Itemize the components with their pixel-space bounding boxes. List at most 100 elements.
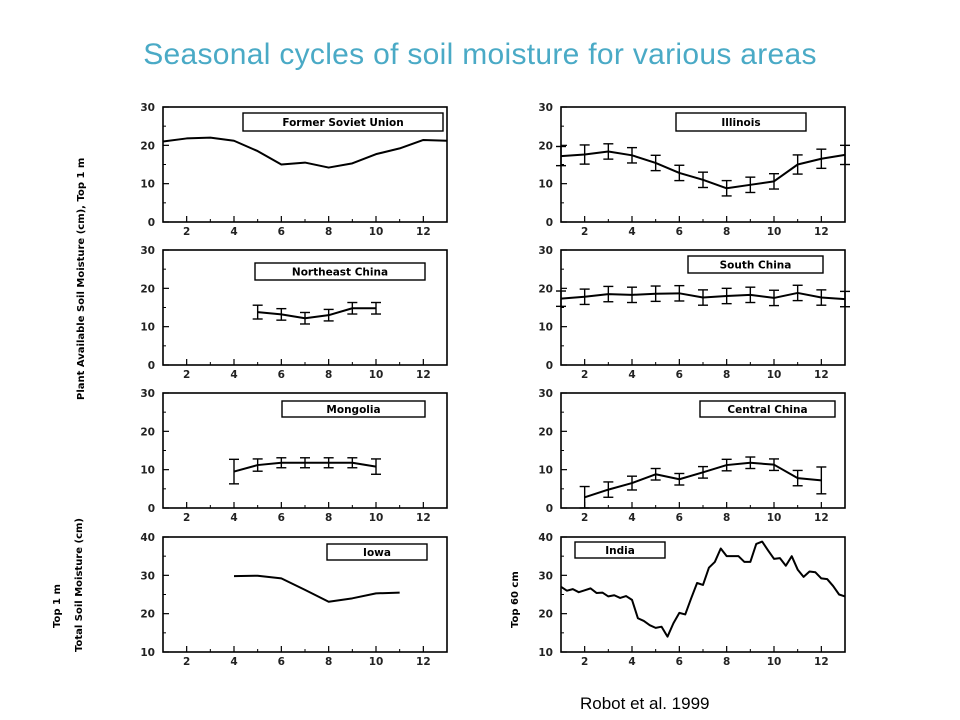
error-bar [745,176,756,194]
error-bar [579,288,590,306]
x-tick-label: 8 [325,656,332,668]
y-tick-label: 20 [538,140,553,152]
x-tick-label: 2 [581,369,588,381]
x-tick-label: 4 [230,369,237,381]
panel-northeast-china: 2 4 6 8 10 12 0 10 20 30 Northeast China [140,245,448,381]
x-tick-label: 8 [325,512,332,524]
error-bar [371,301,381,315]
error-bar [698,171,708,189]
error-bar [579,485,590,509]
series-line [162,136,448,169]
y-tick-label: 20 [140,426,155,438]
panel-title-box [326,543,428,561]
panel-title-box [699,400,836,418]
error-bar [556,290,566,308]
error-bar [627,146,637,164]
error-bar [698,465,708,479]
x-tick-label: 4 [230,226,237,238]
x-tick-label: 6 [278,369,285,381]
error-bar [323,457,334,469]
error-bar [769,289,779,307]
x-tick-label: 10 [369,369,384,381]
panel-title-box [574,541,666,559]
series-line [257,307,376,320]
x-tick-label: 10 [369,512,384,524]
x-tick-label: 4 [230,656,237,668]
error-bar [721,179,732,197]
error-bar [347,457,358,469]
x-tick-label: 8 [325,369,332,381]
x-tick-label: 8 [723,369,730,381]
panel-title: South China [720,260,792,272]
series-line [233,574,400,603]
y-tick-label: 30 [140,102,155,114]
slide-title: Seasonal cycles of soil moisture for var… [143,38,817,71]
error-bar [792,469,803,487]
error-bar [840,290,850,308]
x-tick-label: 8 [723,656,730,668]
error-bar [229,458,239,485]
panel-former-soviet-union: 2 4 6 8 10 12 0 10 20 30 Former Soviet Union [140,102,448,238]
error-bar [627,286,637,304]
x-tick-label: 4 [230,512,237,524]
error-bar [721,458,732,472]
y-tick-label: 0 [546,360,553,372]
error-bar [816,466,827,495]
y-tick-label: 0 [148,503,155,515]
x-tick-label: 6 [278,226,285,238]
panel-title: Iowa [363,547,391,559]
error-bar [371,458,381,475]
x-tick-label: 12 [416,656,431,668]
panel-title: Northeast China [292,267,388,279]
x-tick-label: 10 [767,369,782,381]
panel-title: India [605,545,635,557]
y-tick-label: 0 [546,503,553,515]
x-tick-label: 2 [183,226,190,238]
y-tick-label: 30 [538,102,553,114]
error-bar [300,311,310,325]
error-bar [792,284,803,302]
error-bar [674,284,685,302]
series-line [560,540,846,638]
y-tick-label: 20 [538,609,553,621]
y-tick-label: 10 [538,179,553,191]
y-tick-label: 30 [140,570,155,582]
x-tick-label: 8 [325,226,332,238]
y-tick-label: 30 [140,245,155,257]
y-tick-label: 10 [140,322,155,334]
x-tick-label: 2 [183,369,190,381]
x-tick-label: 4 [628,512,635,524]
x-tick-label: 4 [628,369,635,381]
y-tick-label: 40 [538,532,553,544]
error-bar [579,144,590,165]
x-tick-label: 2 [581,226,588,238]
x-tick-label: 2 [183,656,190,668]
error-bar [252,458,263,472]
error-bar [300,457,310,469]
error-bar [792,154,803,175]
y-tick-label: 20 [140,609,155,621]
panel-title-box [281,400,426,418]
x-tick-label: 6 [278,512,285,524]
error-bar [698,289,708,306]
error-bar [674,472,685,486]
y-tick-label: 10 [538,465,553,477]
panel-title: Illinois [721,117,760,129]
x-tick-label: 12 [416,369,431,381]
panel-title: Mongolia [326,404,380,416]
error-bar [603,285,614,303]
y-tick-label: 30 [538,245,553,257]
panel-illinois: 2 4 6 8 10 12 0 10 20 30 Illinois [538,102,850,238]
panel-south-china: 2 4 6 8 10 12 0 10 20 30 South China [538,245,850,381]
x-tick-label: 12 [814,369,829,381]
error-bar [769,172,779,190]
x-tick-label: 10 [767,226,782,238]
error-bar [276,457,287,469]
panel-title-box [254,262,426,281]
x-tick-label: 4 [628,226,635,238]
error-bar [627,475,637,491]
x-tick-label: 8 [723,226,730,238]
y-tick-label: 20 [538,283,553,295]
error-bar [816,289,827,306]
